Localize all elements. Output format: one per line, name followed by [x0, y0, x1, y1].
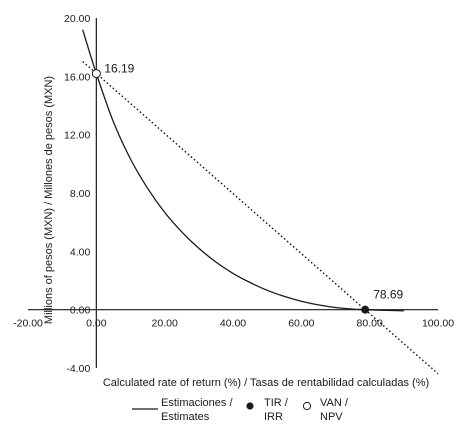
x-tick-label: 80.00	[357, 318, 383, 330]
y-tick-label: 4.00	[70, 246, 91, 258]
x-tick-label: 20.00	[152, 318, 178, 330]
legend-irr-marker	[246, 402, 254, 410]
x-tick-label: 60.00	[288, 318, 314, 330]
y-tick-label: 0.00	[70, 305, 91, 317]
legend-irr-label-1: TIR /	[264, 397, 289, 409]
tick-labels: -20.00 0.00 20.00 40.00 60.00 80.00 100.00 20.0…	[13, 13, 454, 375]
npv-point-marker	[91, 69, 101, 79]
x-tick-label: 40.00	[220, 318, 246, 330]
y-tick-label: 20.00	[64, 13, 90, 25]
y-tick-label: 8.00	[70, 188, 91, 200]
legend-npv-label-2: NPV	[320, 411, 343, 423]
legend: Estimaciones / Estimates TIR / IRR VAN /…	[132, 397, 349, 423]
series-group	[82, 29, 439, 375]
x-tick-label: 0.00	[86, 318, 107, 330]
legend-estimates-label-1: Estimaciones /	[161, 397, 233, 409]
y-tick-label: 16.00	[64, 71, 90, 83]
x-tick-label: 100.00	[422, 318, 454, 330]
npv-irr-dotted-line	[82, 60, 439, 375]
legend-estimates-label-2: Estimates	[161, 411, 210, 423]
x-axis-title: Calculated rate of return (%) / Tasas de…	[103, 377, 429, 389]
irr-value-label: 78.69	[373, 288, 403, 302]
annotations-group: 16.19 78.69	[104, 62, 403, 302]
npv-value-label: 16.19	[104, 62, 134, 76]
y-tick-label: 12.00	[64, 130, 90, 142]
x-tick-label: -20.00	[13, 318, 43, 330]
legend-npv-marker	[302, 401, 312, 411]
irr-point-marker	[361, 305, 370, 314]
y-tick-label: -4.00	[66, 363, 90, 375]
legend-npv-label-1: VAN /	[320, 397, 349, 409]
markers-group	[91, 69, 370, 314]
legend-irr-label-2: IRR	[264, 411, 283, 423]
y-axis-title: Millions of pesos (MXN) / Millones de pe…	[43, 76, 55, 324]
